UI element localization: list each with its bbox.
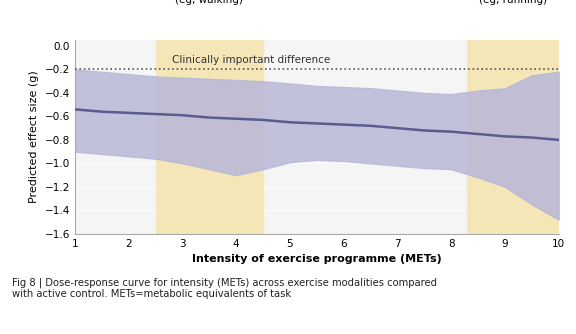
X-axis label: Intensity of exercise programme (METs): Intensity of exercise programme (METs) [192, 254, 442, 264]
Text: Clinically important difference: Clinically important difference [172, 55, 330, 65]
Y-axis label: Predicted effect size (g): Predicted effect size (g) [29, 70, 39, 203]
Text: Light
(eg, walking): Light (eg, walking) [175, 0, 243, 5]
Text: Fig 8 | Dose-response curve for intensity (METs) across exercise modalities comp: Fig 8 | Dose-response curve for intensit… [12, 277, 437, 299]
Bar [156, 40, 263, 234]
Bar [467, 40, 559, 234]
Text: Vigorous
(eg, running): Vigorous (eg, running) [479, 0, 547, 5]
